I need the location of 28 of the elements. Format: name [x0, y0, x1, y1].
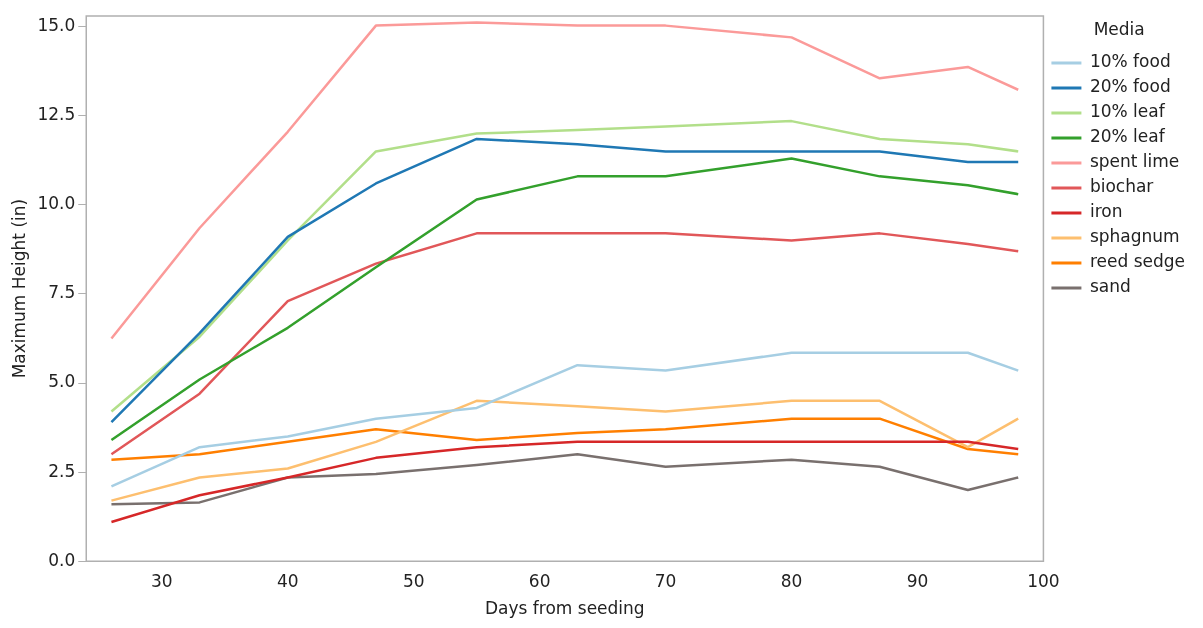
x-tick-label: 60 [528, 570, 551, 591]
legend-label: biochar [1089, 176, 1154, 197]
x-tick-label: 30 [151, 570, 173, 591]
x-tick-label: 90 [906, 570, 929, 591]
legend-label: spent lime [1089, 151, 1180, 172]
x-tick-label: 50 [402, 570, 425, 591]
x-tick-label: 40 [276, 570, 299, 591]
legend-label: reed sedge [1089, 251, 1186, 272]
y-tick-label: 0.0 [48, 549, 76, 570]
y-tick-label: 15.0 [37, 15, 76, 36]
legend-label: sand [1089, 276, 1131, 297]
legend-label: 10% food [1089, 51, 1171, 72]
y-axis-title: Maximum Height (in) [8, 198, 29, 379]
legend-title: Media [1093, 18, 1145, 39]
y-tick-label: 7.5 [48, 282, 76, 303]
legend-label: 20% food [1089, 76, 1171, 97]
legend-label: iron [1089, 201, 1123, 222]
y-tick-label: 12.5 [37, 104, 76, 125]
legend-label: sphagnum [1089, 226, 1180, 247]
x-tick-label: 100 [1027, 570, 1060, 591]
y-tick-label: 10.0 [37, 193, 76, 214]
y-tick-label: 2.5 [48, 460, 76, 481]
x-tick-label: 80 [780, 570, 803, 591]
legend-label: 10% leaf [1089, 101, 1166, 122]
legend-label: 20% leaf [1089, 126, 1166, 147]
x-tick-label: 70 [654, 570, 677, 591]
x-axis-title: Days from seeding [485, 598, 645, 619]
y-tick-label: 5.0 [48, 371, 76, 392]
